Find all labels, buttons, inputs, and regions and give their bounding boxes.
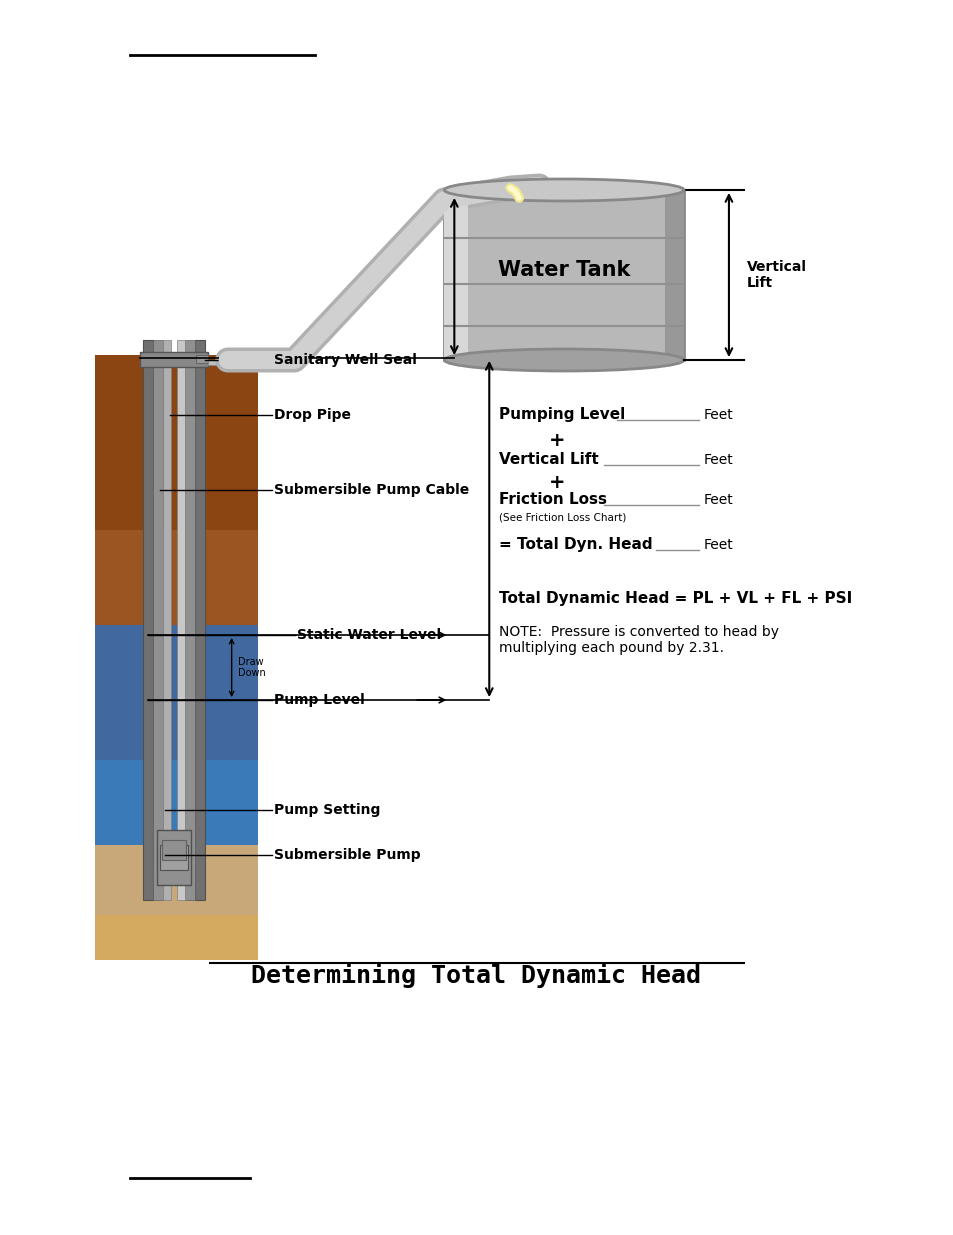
Bar xyxy=(156,830,191,885)
Text: Pump Level: Pump Level xyxy=(274,693,364,706)
Text: Water Tank: Water Tank xyxy=(497,261,630,280)
Text: Feet: Feet xyxy=(703,493,733,508)
Bar xyxy=(444,190,683,359)
Bar xyxy=(152,340,163,900)
Text: Drop Pipe: Drop Pipe xyxy=(274,408,351,422)
Bar xyxy=(195,354,208,363)
Polygon shape xyxy=(94,915,257,960)
Text: NOTE:  Pressure is converted to head by
multiplying each pound by 2.31.: NOTE: Pressure is converted to head by m… xyxy=(498,625,779,655)
Polygon shape xyxy=(94,760,257,845)
Polygon shape xyxy=(94,625,257,760)
Ellipse shape xyxy=(444,179,683,201)
Bar xyxy=(162,840,186,860)
Text: Sanitary Well Seal: Sanitary Well Seal xyxy=(274,353,416,367)
Bar xyxy=(185,340,194,900)
Text: Submersible Pump Cable: Submersible Pump Cable xyxy=(274,483,468,496)
Text: Feet: Feet xyxy=(703,408,733,422)
Polygon shape xyxy=(94,354,257,530)
Text: Determining Total Dynamic Head: Determining Total Dynamic Head xyxy=(251,962,700,988)
Bar xyxy=(223,357,235,364)
Bar xyxy=(140,352,208,367)
Bar xyxy=(208,359,235,366)
Bar xyxy=(194,340,205,900)
Text: Pump Setting: Pump Setting xyxy=(274,803,379,818)
Text: Total Dynamic Head = PL + VL + FL + PSI: Total Dynamic Head = PL + VL + FL + PSI xyxy=(498,590,852,605)
Text: +: + xyxy=(548,431,565,450)
Text: Draw
Down: Draw Down xyxy=(237,657,265,678)
Text: = Total Dyn. Head: = Total Dyn. Head xyxy=(498,537,652,552)
Text: Vertical Lift: Vertical Lift xyxy=(498,452,598,468)
Bar xyxy=(163,340,171,900)
Bar xyxy=(143,340,152,900)
Polygon shape xyxy=(94,530,257,625)
Text: Vertical
Lift: Vertical Lift xyxy=(746,259,806,290)
Bar xyxy=(664,190,683,359)
Ellipse shape xyxy=(444,350,683,370)
Text: Feet: Feet xyxy=(703,538,733,552)
Polygon shape xyxy=(94,845,257,915)
Bar xyxy=(159,845,188,869)
Text: +: + xyxy=(548,473,565,492)
Text: Submersible Pump: Submersible Pump xyxy=(274,848,419,862)
Text: Pumping Level: Pumping Level xyxy=(498,408,625,422)
Bar xyxy=(176,340,185,900)
Bar xyxy=(444,190,468,359)
Text: Feet: Feet xyxy=(703,453,733,467)
Text: Static Water Level: Static Water Level xyxy=(296,629,440,642)
Text: (See Friction Loss Chart): (See Friction Loss Chart) xyxy=(498,513,626,522)
Text: Friction Loss: Friction Loss xyxy=(498,493,607,508)
